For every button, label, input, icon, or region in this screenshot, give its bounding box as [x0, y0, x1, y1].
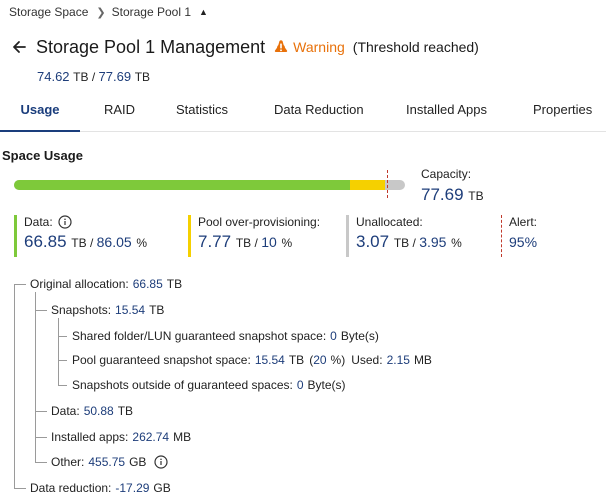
tree-label: Shared folder/LUN guaranteed snapshot sp… — [72, 329, 327, 343]
tree-pool-snapshot-space: Pool guaranteed snapshot space: 15.54 TB… — [72, 353, 432, 367]
tree-original-allocation: Original allocation: 66.85 TB — [30, 277, 182, 291]
back-arrow-icon[interactable] — [10, 38, 28, 56]
tree-label: Snapshots outside of guaranteed spaces: — [72, 378, 293, 392]
stat-data-pct-unit: % — [136, 236, 148, 250]
tab-bar: Usage RAID Statistics Data Reduction Ins… — [0, 96, 606, 132]
stat-data-value: 66.85 — [24, 232, 67, 251]
tree-value: 66.85 — [132, 277, 163, 291]
tree-shared-snapshot-space: Shared folder/LUN guaranteed snapshot sp… — [72, 329, 379, 343]
tree-label: Data: — [51, 404, 80, 418]
caret-up-icon[interactable]: ▲ — [199, 7, 208, 17]
tree-label: Pool guaranteed snapshot space: — [72, 353, 251, 367]
tree-unit: TB — [117, 404, 134, 418]
chevron-right-icon: ❯ — [96, 6, 106, 19]
tree-data-reduction: Data reduction: -17.29 GB — [30, 481, 171, 495]
tree-unit: TB — [166, 277, 183, 291]
tree-label: Installed apps: — [51, 430, 129, 444]
page-title: Storage Pool 1 Management — [36, 36, 266, 57]
tree-value: -17.29 — [115, 481, 150, 495]
stat-overprovisioning-label: Pool over-provisioning: — [198, 215, 321, 229]
tree-value: 262.74 — [132, 430, 170, 444]
tree-label: Snapshots: — [51, 303, 112, 317]
tree-pct: 20 — [313, 353, 327, 367]
stat-unallocated: Unallocated: 3.07 TB / 3.95 % — [346, 215, 462, 257]
tree-unit: Byte(s) — [340, 329, 379, 343]
tree-installed-apps: Installed apps: 262.74 MB — [51, 430, 191, 444]
used-unit: TB — [73, 70, 89, 84]
alert-threshold-marker — [387, 170, 388, 198]
tree-unit: GB — [129, 455, 147, 469]
tree-value: 15.54 — [115, 303, 146, 317]
breadcrumb-storage-pool[interactable]: Storage Pool 1 — [111, 5, 191, 19]
tab-usage[interactable]: Usage — [0, 96, 80, 132]
tree-value: 0 — [330, 329, 337, 343]
usage-bar — [14, 180, 405, 190]
tree-snapshots: Snapshots: 15.54 TB — [51, 303, 164, 317]
tree-label: Other: — [51, 455, 85, 469]
tree-value: 50.88 — [83, 404, 114, 418]
stat-overprovisioning: Pool over-provisioning: 7.77 TB / 10 % — [188, 215, 320, 257]
tab-properties[interactable]: Properties — [533, 102, 593, 117]
warning-icon — [274, 40, 288, 52]
stat-unallocated-unit: TB — [393, 236, 410, 250]
tree-unit: MB — [173, 430, 192, 444]
stat-overprovisioning-pct-unit: % — [281, 236, 293, 250]
stat-overprovisioning-unit: TB — [235, 236, 252, 250]
title-row: Storage Pool 1 Management Warning (Thres… — [10, 35, 479, 59]
tab-statistics[interactable]: Statistics — [176, 102, 229, 117]
info-icon[interactable] — [58, 215, 72, 229]
stat-unallocated-pct: 3.95 — [419, 234, 447, 250]
tree-value: 15.54 — [254, 353, 285, 367]
capacity-label: Capacity: — [421, 167, 472, 181]
stat-overprovisioning-value: 7.77 — [198, 232, 232, 251]
stat-alert-label: Alert: — [509, 215, 538, 229]
stat-alert: Alert: 95% — [501, 215, 537, 257]
total-unit: TB — [134, 70, 151, 84]
tree-used-label: Used: — [351, 353, 383, 367]
usage-bar-data-segment — [14, 180, 351, 190]
tree-value: 0 — [296, 378, 304, 392]
stat-alert-value: 95% — [509, 234, 538, 250]
used-value: 74.62 — [37, 69, 70, 84]
capacity-value: 77.69 — [421, 185, 464, 204]
stat-data-total: 86.05 — [96, 234, 132, 250]
tree-pct-open: ( — [309, 353, 314, 367]
tree-data: Data: 50.88 TB — [51, 404, 133, 418]
tab-raid[interactable]: RAID — [104, 102, 136, 117]
stat-data-unit: TB — [71, 236, 87, 250]
section-title-space-usage: Space Usage — [2, 148, 83, 163]
capacity-unit: TB — [468, 189, 484, 203]
tree-label: Original allocation: — [30, 277, 129, 291]
stat-unallocated-label: Unallocated: — [356, 215, 423, 229]
tree-outside-snapshot-space: Snapshots outside of guaranteed spaces: … — [72, 378, 346, 392]
info-icon[interactable] — [154, 455, 169, 469]
capacity-block: Capacity: 77.69 TB — [421, 167, 484, 205]
tree-unit: Byte(s) — [307, 378, 346, 392]
stat-data-label: Data: — [24, 215, 53, 229]
pool-usage-summary: 74.62 TB / 77.69 TB — [37, 69, 151, 84]
tree-used-value: 2.15 — [386, 353, 410, 367]
tab-installed-apps[interactable]: Installed Apps — [406, 102, 487, 117]
breadcrumb: Storage Space ❯ Storage Pool 1 ▲ — [9, 4, 208, 20]
tree-value: 455.75 — [88, 455, 126, 469]
status-warning: Warning — [293, 39, 345, 55]
usage-bar-overprovisioning-segment — [350, 180, 385, 190]
tree-other: Other: 455.75 GB — [51, 455, 169, 469]
stat-unallocated-pct-unit: % — [451, 236, 462, 250]
tree-label: Data reduction: — [30, 481, 112, 495]
tree-pct-close: %) — [330, 353, 346, 367]
status-detail: (Threshold reached) — [352, 39, 479, 55]
tree-unit: TB — [149, 303, 165, 317]
breadcrumb-storage-space[interactable]: Storage Space — [9, 5, 89, 19]
tree-used-unit: MB — [413, 353, 432, 367]
stat-data: Data: 66.85 TB / 86.05 % — [14, 215, 147, 257]
tab-data-reduction[interactable]: Data Reduction — [274, 102, 364, 117]
stat-overprovisioning-pct: 10 — [261, 234, 277, 250]
tree-unit: GB — [153, 481, 171, 495]
total-value: 77.69 — [98, 69, 132, 84]
stat-unallocated-value: 3.07 — [356, 232, 390, 251]
tree-unit: TB — [288, 353, 305, 367]
